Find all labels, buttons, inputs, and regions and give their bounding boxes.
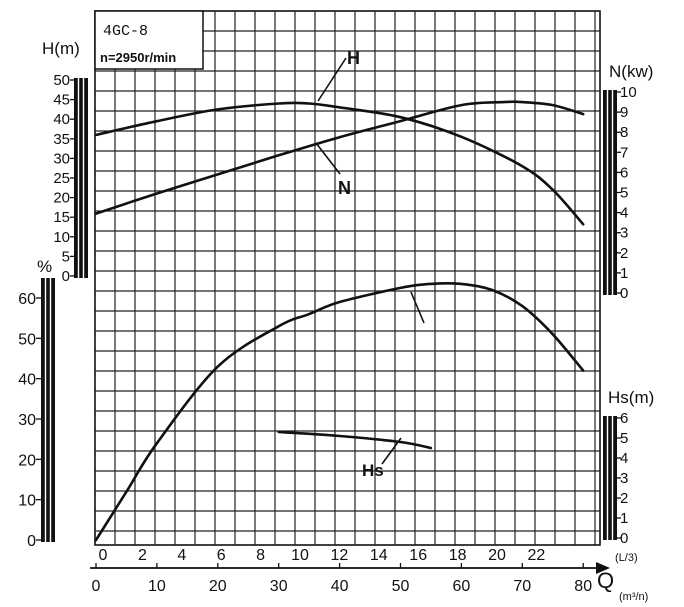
power-scale-bar [603,90,617,295]
efficiency-tick-label: 20 [18,452,36,469]
bottom-axis-unit: (m³/n) [619,591,648,603]
top-x-tick-label: 16 [409,547,427,564]
suction-scale [603,416,617,540]
efficiency-curve-leader [410,291,425,324]
chart-subtitle: n=2950r/min [100,50,176,65]
head-tick-label: 35 [53,131,70,148]
power-tick-label: 6 [620,164,628,181]
suction-tick-label: 1 [620,510,628,527]
suction-tick-label: 5 [620,430,628,447]
head-tick-label: 0 [62,268,70,285]
head-tick-label: 50 [53,72,70,89]
suction-axis-label: Hs(m) [608,388,654,407]
suction-tick-label: 2 [620,490,628,507]
head-tick-label: 40 [53,111,70,128]
head-scale-bar [74,78,88,278]
top-x-tick-label: 4 [177,547,186,564]
head-curve [94,101,585,226]
curve-layer [94,100,585,542]
bottom-x-tick-label: 70 [513,578,531,595]
head-tick-label: 30 [53,150,70,167]
head-tick-label: 10 [53,229,70,246]
suction-tick-label: 6 [620,410,628,427]
suction-tick-label: 4 [620,450,628,467]
efficiency-curve [94,281,585,542]
top-x-tick-label: 2 [138,547,147,564]
bottom-x-tick-label: 50 [392,578,410,595]
bottom-x-axis-arrow [596,562,610,574]
bottom-x-tick-label: 30 [270,578,288,595]
power-tick-label: 10 [620,84,637,101]
n-curve-label: N [338,178,351,198]
top-axis-label: (L/3) [615,552,638,564]
power-tick-label: 0 [620,285,628,302]
efficiency-axis-label: % [37,257,52,276]
power-axis-label: N(kw) [609,62,653,81]
top-x-tick-label: 18 [449,547,467,564]
head-tick-label: 5 [62,248,70,265]
head-tick-label: 25 [53,170,70,187]
tick-labels: 0510152025303540455001234567891001020304… [18,72,636,595]
top-x-tick-label: 0 [99,547,108,564]
bottom-x-tick-label: 80 [574,578,592,595]
bottom-x-tick-label: 0 [92,578,101,595]
power-curve [94,100,585,215]
plot-border [94,10,601,546]
label-layer: 4GC-8 n=2950r/min H(m) N(kw) % Hs(m) Q (… [37,10,654,603]
chart-grid [94,10,601,546]
top-x-tick-label: 22 [528,547,546,564]
chart-title: 4GC-8 [103,23,148,40]
head-tick-label: 15 [53,209,70,226]
efficiency-tick-label: 30 [18,412,36,429]
h-curve-leader [317,57,347,102]
efficiency-tick-label: 10 [18,493,36,510]
top-x-tick-label: 12 [331,547,349,564]
efficiency-tick-label: 0 [27,533,36,550]
axis-scales [41,78,617,542]
hs-curve-label: Hs [362,461,384,480]
top-x-tick-label: 10 [291,547,309,564]
top-x-tick-label: 20 [488,547,506,564]
suction-tick-label: 3 [620,470,628,487]
power-tick-label: 2 [620,245,628,262]
head-scale [74,78,88,278]
power-tick-label: 7 [620,144,628,161]
efficiency-tick-label: 40 [18,372,36,389]
suction-head-curve [277,430,433,450]
top-x-tick-label: 8 [256,547,265,564]
power-tick-label: 9 [620,104,628,121]
head-axis-label: H(m) [42,39,80,58]
efficiency-tick-label: 60 [18,291,36,308]
top-x-tick-label: 6 [217,547,226,564]
efficiency-scale [41,278,55,542]
power-tick-label: 1 [620,265,628,282]
bottom-x-tick-label: 10 [148,578,166,595]
title-box [94,10,204,70]
efficiency-scale-bar [41,278,55,542]
bottom-x-tick-label: 20 [209,578,227,595]
hs-curve-leader [381,437,402,465]
power-scale [603,90,617,295]
bottom-axis-label: Q [597,568,614,593]
top-x-tick-label: 14 [370,547,388,564]
efficiency-tick-label: 50 [18,331,36,348]
bottom-x-tick-label: 60 [453,578,471,595]
n-curve-leader [315,142,341,175]
suction-tick-label: 0 [620,530,628,547]
bottom-x-tick-label: 40 [331,578,349,595]
head-tick-label: 45 [53,92,70,109]
power-tick-label: 5 [620,185,628,202]
suction-scale-bar [603,416,617,540]
power-tick-label: 4 [620,205,628,222]
power-tick-label: 8 [620,124,628,141]
power-tick-label: 3 [620,225,628,242]
head-tick-label: 20 [53,190,70,207]
h-curve-label: H [347,48,360,68]
